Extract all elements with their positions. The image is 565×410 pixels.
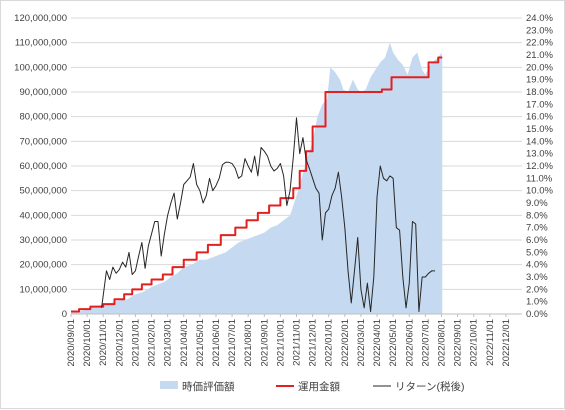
y-right-tick-label: 10.0% — [526, 186, 553, 197]
x-tick-label: 2021/12/01 — [308, 319, 319, 367]
y-left-tick-label: 70,000,000 — [19, 136, 67, 147]
y-right-tick-label: 2.0% — [526, 284, 548, 295]
y-right-tick-label: 11.0% — [526, 173, 553, 184]
x-tick-label: 2021/06/01 — [211, 319, 222, 367]
y-right-tick-label: 20.0% — [526, 62, 553, 73]
x-tick-label: 2021/05/01 — [195, 319, 206, 367]
y-right-tick-label: 5.0% — [526, 247, 548, 258]
y-right-tick-label: 22.0% — [526, 38, 553, 49]
y-left-tick-label: 60,000,000 — [19, 161, 67, 172]
x-tick-label: 2021/07/01 — [227, 319, 238, 367]
y-right-tick-label: 3.0% — [526, 272, 548, 283]
y-left-tick-label: 30,000,000 — [19, 235, 67, 246]
x-tick-label: 2021/11/01 — [292, 319, 303, 366]
x-tick-label: 2022/08/01 — [436, 319, 447, 367]
legend: 時価評価額 運用金額 リターン(税後) — [160, 380, 464, 393]
y-right-tick-label: 1.0% — [526, 297, 548, 308]
x-tick-label: 2021/03/01 — [163, 319, 174, 367]
x-tick-label: 2021/08/01 — [243, 319, 254, 367]
legend-item: 時価評価額 — [160, 380, 235, 393]
x-tick-label: 2020/11/01 — [98, 319, 109, 366]
y-right-tick-label: 24.0% — [526, 13, 553, 24]
x-tick-label: 2022/11/01 — [485, 319, 496, 366]
legend-item: 運用金額 — [276, 380, 340, 393]
y-right-tick-label: 16.0% — [526, 112, 553, 123]
legend-label: 運用金額 — [298, 380, 340, 393]
y-right-tick-label: 7.0% — [526, 223, 548, 234]
y-left-tick-label: 90,000,000 — [19, 87, 67, 98]
x-tick-label: 2022/02/01 — [340, 319, 351, 367]
legend-label: リターン(税後) — [395, 380, 464, 393]
y-right-tick-label: 4.0% — [526, 260, 548, 271]
y-right-tick-label: 0.0% — [526, 309, 548, 320]
y-right-tick-label: 17.0% — [526, 99, 553, 110]
y-right-tick-label: 18.0% — [526, 87, 553, 98]
x-tick-label: 2020/12/01 — [114, 319, 125, 367]
y-right-tick-label: 15.0% — [526, 124, 553, 135]
y-left-tick-label: 10,000,000 — [19, 284, 67, 295]
y-right-tick-label: 13.0% — [526, 149, 553, 160]
plot-area — [71, 42, 443, 315]
x-tick-label: 2022/05/01 — [388, 319, 399, 367]
y-right-tick-label: 9.0% — [526, 198, 548, 209]
axes: 0 10,000,000 20,000,000 30,000,000 40,000,00… — [14, 13, 553, 367]
x-tick-label: 2022/06/01 — [404, 319, 415, 367]
x-tick-label: 2020/10/01 — [82, 319, 93, 367]
x-tick-label: 2022/09/01 — [453, 319, 464, 367]
x-tick-label: 2022/10/01 — [469, 319, 480, 367]
x-tick-label: 2022/07/01 — [420, 319, 431, 367]
x-tick-label: 2022/04/01 — [372, 319, 383, 367]
y-left-tick-label: 50,000,000 — [19, 186, 67, 197]
y-left-tick-label: 120,000,000 — [14, 13, 67, 24]
y-right-tick-label: 8.0% — [526, 210, 548, 221]
x-tick-label: 2022/12/01 — [501, 319, 512, 367]
x-tick-label: 2021/02/01 — [147, 319, 158, 367]
x-tick-label: 2021/09/01 — [259, 319, 270, 367]
y-right-tick-label: 23.0% — [526, 25, 553, 36]
y-right-tick-label: 6.0% — [526, 235, 548, 246]
legend-item: リターン(税後) — [373, 380, 464, 393]
series-area-market-value — [71, 42, 443, 315]
legend-swatch — [160, 381, 178, 389]
y-left-tick-label: 20,000,000 — [19, 260, 67, 271]
y-left-tick-label: 100,000,000 — [14, 62, 67, 73]
y-right-tick-label: 12.0% — [526, 161, 553, 172]
x-tick-label: 2021/04/01 — [179, 319, 190, 367]
y-right-tick-label: 14.0% — [526, 136, 553, 147]
x-tick-label: 2022/01/01 — [324, 319, 335, 367]
x-tick-label: 2020/09/01 — [66, 319, 77, 367]
x-tick-label: 2022/03/01 — [356, 319, 367, 367]
y-left-tick-label: 0 — [62, 309, 67, 320]
y-left-tick-label: 80,000,000 — [19, 112, 67, 123]
y-right-tick-label: 19.0% — [526, 75, 553, 86]
y-left-tick-label: 110,000,000 — [15, 38, 67, 49]
y-right-tick-label: 21.0% — [526, 50, 553, 61]
x-tick-label: 2021/10/01 — [275, 319, 286, 367]
series-line-invested-amount — [71, 56, 443, 313]
legend-label: 時価評価額 — [182, 380, 235, 393]
y-left-tick-label: 40,000,000 — [19, 210, 67, 221]
series-line-return — [101, 117, 436, 313]
x-tick-label: 2021/01/01 — [130, 319, 141, 367]
